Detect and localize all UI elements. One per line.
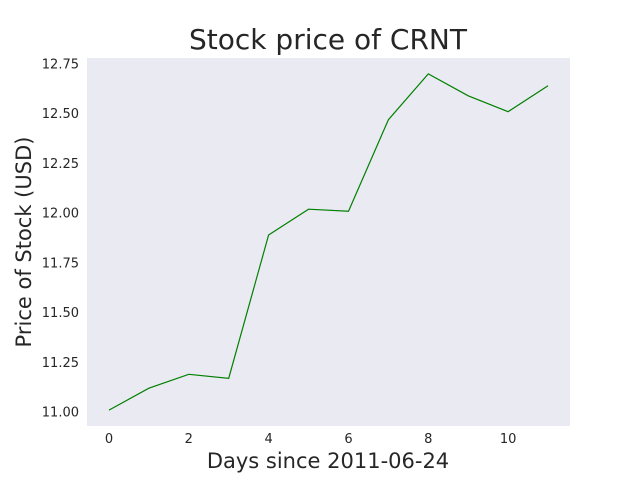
y-tick-label: 11.00: [42, 406, 79, 421]
y-axis-ticks: 11.00 11.25 11.50 11.75 12.00 12.25 12.50 12.75: [42, 57, 79, 420]
x-tick-label: 0: [105, 432, 113, 447]
x-axis-ticks: 0 2 4 6 8 10: [105, 432, 517, 447]
price-line: [108, 73, 549, 411]
x-tick-label: 2: [185, 432, 193, 447]
y-tick-label: 11.50: [42, 306, 79, 321]
chart-title: Stock price of CRNT: [189, 23, 468, 56]
y-tick-label: 12.75: [42, 57, 79, 72]
y-tick-label: 12.00: [42, 207, 79, 222]
y-axis-label: Price of Stock (USD): [12, 137, 36, 348]
plot-area: [87, 58, 570, 426]
x-axis-label: Days since 2011-06-24: [207, 449, 449, 473]
y-tick-label: 11.25: [42, 356, 79, 371]
y-tick-label: 12.25: [42, 157, 79, 172]
x-tick-label: 8: [424, 432, 432, 447]
x-tick-label: 10: [500, 432, 517, 447]
y-tick-label: 11.75: [42, 256, 79, 271]
y-tick-label: 12.50: [42, 107, 79, 122]
x-tick-label: 4: [264, 432, 272, 447]
x-tick-label: 6: [344, 432, 352, 447]
